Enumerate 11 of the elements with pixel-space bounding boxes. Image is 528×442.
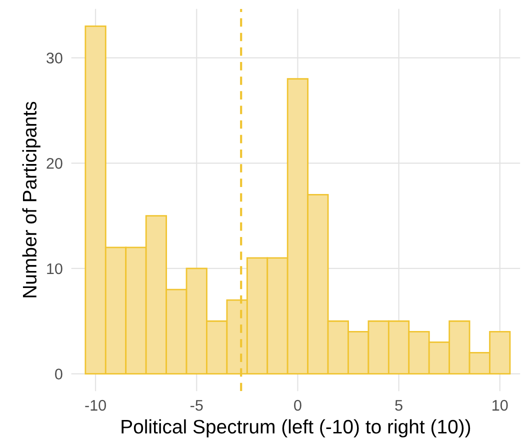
y-tick-label: 20	[46, 158, 62, 169]
x-tick-label: 0	[294, 400, 302, 411]
y-tick-label: 0	[55, 368, 62, 380]
x-tick-label: -10	[85, 400, 106, 411]
x-tick-label: 5	[395, 400, 402, 411]
y-tick-label: 30	[46, 52, 62, 64]
x-tick-label: -5	[190, 400, 203, 411]
x-tick-label: 10	[492, 400, 508, 411]
y-axis-title: Number of Participants	[22, 102, 40, 298]
y-tick-label: 10	[47, 263, 62, 274]
x-axis-title: Political Spectrum (left (-10) to right (10))	[122, 419, 470, 438]
